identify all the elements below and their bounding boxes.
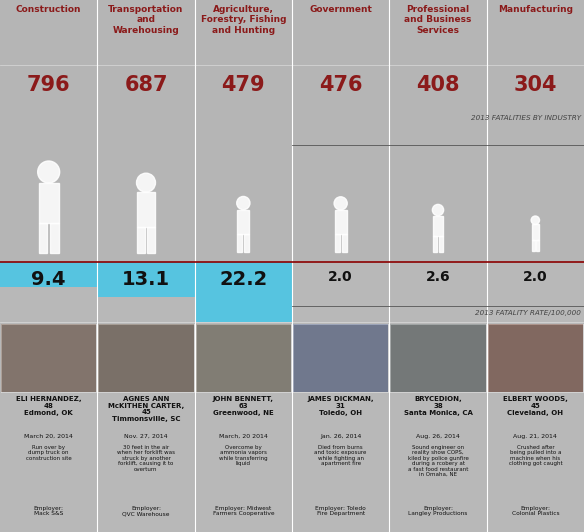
Text: Overcome by
ammonia vapors
while transferring
liquid: Overcome by ammonia vapors while transfe… [219,445,267,466]
Text: 13.1: 13.1 [122,270,170,289]
Text: 796: 796 [27,75,71,95]
Text: Nov. 27, 2014: Nov. 27, 2014 [124,434,168,439]
Text: 408: 408 [416,75,460,95]
Bar [1,324,96,392]
Text: Transportation
and
Warehousing: Transportation and Warehousing [108,5,184,35]
Text: 476: 476 [319,75,363,95]
Text: Manufacturing: Manufacturing [498,5,573,14]
Circle shape [237,196,250,210]
Text: JAMES DICKMAN,
31
Toledo, OH: JAMES DICKMAN, 31 Toledo, OH [307,396,374,415]
Text: Professional
and Business
Services: Professional and Business Services [404,5,472,35]
Bar [488,324,583,392]
Text: Employer:
QVC Warehouse: Employer: QVC Warehouse [122,506,170,517]
Text: JOHN BENNETT,
63
Greenwood, NE: JOHN BENNETT, 63 Greenwood, NE [213,396,274,415]
Bar [98,324,194,392]
Text: 479: 479 [221,75,265,95]
Bar [335,234,340,252]
Text: Government: Government [310,5,372,14]
Bar [98,324,194,392]
Text: Crushed after
being pulled into a
machine when his
clothing got caught: Crushed after being pulled into a machin… [509,445,562,466]
Bar [342,234,347,252]
Bar [536,240,539,251]
Bar [237,210,249,234]
Bar [335,210,347,234]
Bar [439,236,443,252]
Text: 22.2: 22.2 [219,270,267,289]
Text: 2.6: 2.6 [426,270,450,284]
Bar [433,215,443,236]
Bar [39,223,47,253]
Text: March 20, 2014: March 20, 2014 [24,434,73,439]
Text: BRYCEDION,
38
Santa Monica, CA: BRYCEDION, 38 Santa Monica, CA [404,396,472,415]
Bar [137,192,155,227]
Text: Employer: Toledo
Fire Department: Employer: Toledo Fire Department [315,506,366,517]
Text: Employer:
Mack S&S: Employer: Mack S&S [34,506,64,517]
Circle shape [334,197,347,210]
Bar [147,227,155,253]
Bar [293,324,388,392]
Text: 687: 687 [124,75,168,95]
Bar [196,324,291,392]
Bar [39,183,58,223]
Text: Employer:
Langley Productions: Employer: Langley Productions [408,506,468,517]
Text: Died from burns
and toxic exposure
while fighting an
apartment fire: Died from burns and toxic exposure while… [314,445,367,466]
Bar [390,324,486,392]
Circle shape [531,216,540,225]
Bar [237,234,242,252]
Text: AGNES ANN
McKITHEN CARTER,
45
Timmonsville, SC: AGNES ANN McKITHEN CARTER, 45 Timmonsvil… [108,396,184,422]
Circle shape [137,173,155,192]
Bar [488,324,583,392]
Text: Employer: Midwest
Farmers Cooperative: Employer: Midwest Farmers Cooperative [213,506,274,517]
Text: 2.0: 2.0 [328,270,353,284]
Circle shape [432,204,444,215]
Bar [531,240,535,251]
Bar [196,324,291,392]
Text: March, 20 2014: March, 20 2014 [219,434,268,439]
Bar [0,322,584,532]
Text: ELBERT WOODS,
45
Cleveland, OH: ELBERT WOODS, 45 Cleveland, OH [503,396,568,415]
Text: Sound engineer on
reality show COPS,
kiled by police gunfire
during a rcobery at: Sound engineer on reality show COPS, kil… [408,445,468,477]
Text: 2013 FATALITIES BY INDUSTRY: 2013 FATALITIES BY INDUSTRY [471,115,581,121]
Bar [1,324,96,392]
Bar [433,236,437,252]
Text: 9.4: 9.4 [32,270,66,289]
Text: Jan. 26, 2014: Jan. 26, 2014 [320,434,361,439]
Bar [194,262,292,322]
Bar [244,234,249,252]
Bar [0,0,584,262]
Bar [531,225,539,240]
Text: Construction: Construction [16,5,81,14]
Text: 2013 FATALITY RATE/100,000: 2013 FATALITY RATE/100,000 [475,310,581,316]
Circle shape [37,161,60,183]
Text: ELI HERNANDEZ,
48
Edmond, OK: ELI HERNANDEZ, 48 Edmond, OK [16,396,82,415]
Text: 304: 304 [513,75,557,95]
Bar [0,262,98,287]
Text: 30 feet in the air
when her forklift was
struck by another
forklift, causing it : 30 feet in the air when her forklift was… [117,445,175,471]
Text: Agriculture,
Forestry, Fishing
and Hunting: Agriculture, Forestry, Fishing and Hunti… [200,5,286,35]
Bar [98,262,194,297]
Text: Run over by
dump truck on
construction site: Run over by dump truck on construction s… [26,445,72,461]
Bar [50,223,58,253]
Text: Employer:
Colonial Plastics: Employer: Colonial Plastics [512,506,559,517]
Bar [293,324,388,392]
Text: Aug. 21, 2014: Aug. 21, 2014 [513,434,557,439]
Text: Aug. 26, 2014: Aug. 26, 2014 [416,434,460,439]
Bar [390,324,486,392]
Bar [137,227,145,253]
Text: 2.0: 2.0 [523,270,548,284]
